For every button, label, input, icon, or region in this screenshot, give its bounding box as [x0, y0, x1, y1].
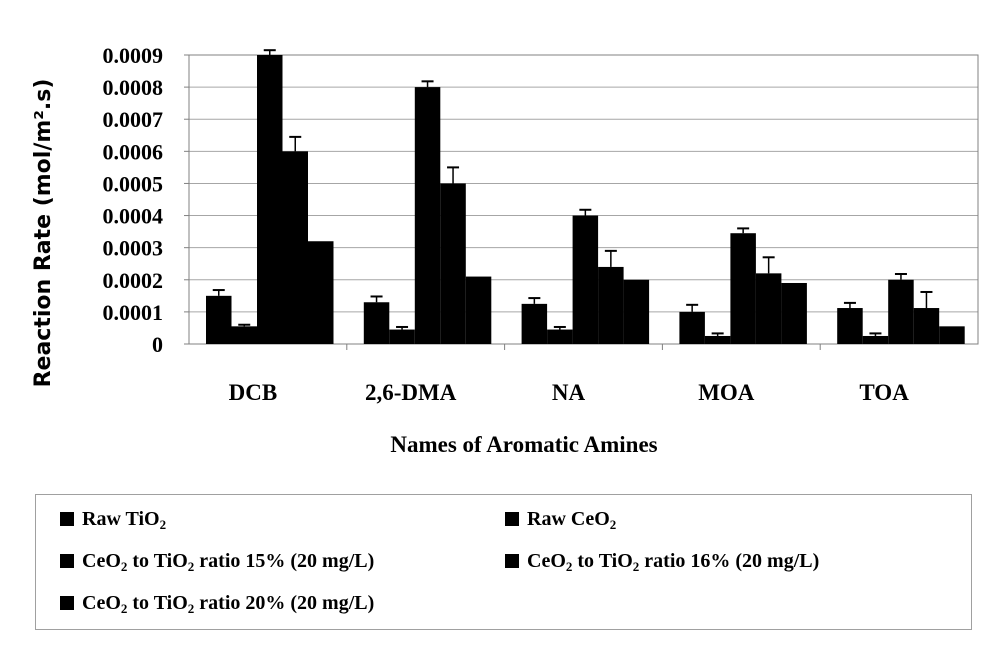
bar	[704, 335, 731, 344]
bar	[888, 279, 914, 344]
bar	[206, 295, 232, 344]
legend-item-ratio-20: CeO2 to TiO2 ratio 20% (20 mg/L)	[60, 591, 374, 615]
y-tick-label: 0.0004	[103, 204, 164, 229]
legend-item-ratio-15: CeO2 to TiO2 ratio 15% (20 mg/L)	[60, 549, 374, 573]
y-tick-label: 0.0007	[103, 107, 164, 132]
y-tick-label: 0.0002	[103, 268, 164, 293]
y-tick-label: 0.0005	[103, 171, 164, 196]
y-axis-ticks: 0.0009 0.0008 0.0007 0.0006 0.0005 0.0004 0.00…	[103, 43, 189, 357]
legend: Raw TiO2 Raw CeO2 CeO2 to TiO2 ratio 15%…	[35, 494, 972, 630]
bar	[257, 55, 283, 344]
legend-swatch	[505, 512, 519, 526]
y-tick-label: 0	[152, 332, 163, 357]
x-axis-categories: DCB 2,6-DMA NA MOA TOA	[229, 344, 909, 405]
y-axis-title: Reaction Rate (mol/m².s)	[31, 79, 56, 388]
bar	[837, 308, 863, 344]
legend-swatch	[60, 596, 74, 610]
legend-swatch	[505, 554, 519, 568]
bar	[547, 329, 573, 344]
y-tick-label: 0.0009	[103, 43, 164, 68]
bar	[939, 326, 965, 344]
bar	[231, 326, 257, 344]
bar	[440, 183, 466, 344]
bar	[308, 241, 334, 344]
bar	[363, 302, 390, 344]
bar	[913, 308, 940, 344]
legend-swatch	[60, 512, 74, 526]
bar	[623, 279, 650, 344]
bar	[862, 335, 889, 344]
x-category-label: 2,6-DMA	[365, 380, 457, 405]
legend-item-raw-ceo2: Raw CeO2	[505, 507, 616, 531]
bar	[389, 329, 415, 344]
bar	[465, 276, 492, 344]
x-category-label: DCB	[229, 380, 278, 405]
legend-swatch	[60, 554, 74, 568]
bar	[572, 215, 599, 344]
legend-item-raw-tio2: Raw TiO2	[60, 507, 166, 531]
bars-layer	[206, 49, 965, 344]
x-category-label: NA	[552, 380, 586, 405]
y-tick-label: 0.0008	[103, 75, 164, 100]
bar	[282, 151, 308, 344]
bar	[521, 303, 548, 344]
x-axis-title: Names of Aromatic Amines	[390, 432, 657, 457]
bar	[598, 266, 624, 344]
x-category-label: MOA	[698, 380, 755, 405]
bar	[781, 282, 807, 344]
y-tick-label: 0.0006	[103, 139, 164, 164]
x-category-label: TOA	[859, 380, 909, 405]
bar	[755, 273, 782, 344]
bar	[679, 311, 705, 344]
bar	[730, 233, 756, 344]
y-tick-label: 0.0001	[103, 300, 164, 325]
bar	[414, 87, 441, 344]
legend-item-ratio-16: CeO2 to TiO2 ratio 16% (20 mg/L)	[505, 549, 819, 573]
y-tick-label: 0.0003	[103, 236, 164, 261]
